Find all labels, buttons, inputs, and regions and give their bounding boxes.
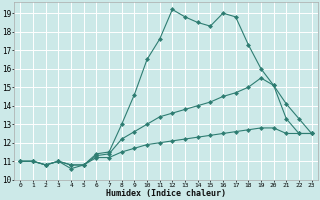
X-axis label: Humidex (Indice chaleur): Humidex (Indice chaleur) [106,189,226,198]
